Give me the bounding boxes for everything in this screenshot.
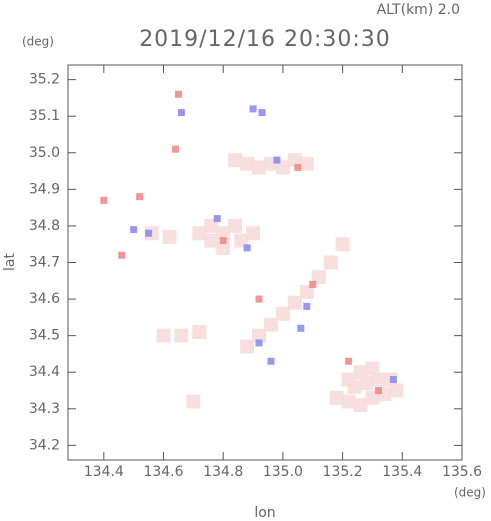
data-cell	[263, 317, 278, 332]
data-cell	[303, 302, 311, 310]
data-cell	[323, 255, 338, 270]
data-cell	[204, 233, 219, 248]
chart-title: 2019/12/16 20:30:30	[139, 27, 391, 52]
data-cell	[309, 280, 317, 288]
data-cell	[353, 398, 368, 413]
data-cell	[252, 160, 267, 175]
data-cell	[252, 328, 267, 343]
data-cell	[294, 163, 302, 171]
data-cell	[329, 390, 344, 405]
data-cell	[240, 339, 255, 354]
subtitle: ALT(km) 2.0	[377, 2, 460, 18]
data-cell	[228, 218, 243, 233]
data-cell	[145, 229, 153, 237]
data-cell	[287, 295, 302, 310]
data-cell	[174, 328, 189, 343]
data-cell	[249, 105, 257, 113]
data-cell	[374, 387, 382, 395]
y-tick-label: 35.0	[29, 145, 60, 161]
y-tick-label: 34.7	[29, 255, 60, 271]
data-cell	[186, 394, 201, 409]
y-tick-label: 34.5	[29, 328, 60, 344]
y-tick-label: 34.3	[29, 401, 60, 417]
data-cell	[234, 233, 249, 248]
y-tick-label: 34.2	[29, 437, 60, 453]
data-cell	[353, 365, 368, 380]
data-cell	[219, 237, 227, 245]
data-cell	[389, 383, 404, 398]
x-tick-label: 135.6	[442, 464, 482, 480]
x-tick-label: 134.6	[143, 464, 183, 480]
data-cell	[275, 306, 290, 321]
data-cell	[297, 324, 305, 332]
data-cell	[299, 284, 314, 299]
x-unit: (deg)	[454, 486, 486, 500]
data-cell	[389, 376, 397, 384]
data-cell	[255, 295, 263, 303]
data-cell	[192, 226, 207, 241]
data-cell	[228, 153, 243, 168]
x-tick-label: 134.4	[84, 464, 124, 480]
data-cell	[287, 153, 302, 168]
data-cell	[299, 156, 314, 171]
data-cell	[174, 90, 182, 98]
data-cell	[162, 229, 177, 244]
data-cell	[216, 240, 231, 255]
data-cell	[213, 215, 221, 223]
x-axis-label: lon	[254, 505, 275, 521]
y-tick-label: 34.8	[29, 218, 60, 234]
data-cell	[204, 218, 219, 233]
data-cell	[100, 196, 108, 204]
y-axis-label: lat	[2, 253, 18, 271]
data-cell	[311, 270, 326, 285]
data-cell	[273, 156, 281, 164]
y-unit: (deg)	[22, 35, 54, 49]
x-tick-label: 135.0	[263, 464, 303, 480]
data-cell	[192, 324, 207, 339]
data-cell	[177, 109, 185, 117]
y-tick-label: 34.9	[29, 181, 60, 197]
data-cell	[371, 372, 386, 387]
data-cell	[118, 251, 126, 259]
data-cell	[130, 226, 138, 234]
data-cell	[365, 361, 380, 376]
data-cell	[341, 372, 356, 387]
plot-frame	[67, 64, 463, 461]
x-tick-label: 134.8	[203, 464, 243, 480]
data-cell	[341, 394, 356, 409]
data-cell	[246, 226, 261, 241]
data-cell	[136, 193, 144, 201]
data-cell	[267, 357, 275, 365]
y-tick-label: 35.2	[29, 72, 60, 88]
data-cell	[216, 226, 231, 241]
data-cell	[156, 328, 171, 343]
data-cell	[345, 357, 353, 365]
data-cell	[258, 109, 266, 117]
x-tick-label: 135.4	[382, 464, 422, 480]
x-tick-label: 135.2	[323, 464, 363, 480]
data-cell	[255, 339, 263, 347]
data-cell	[171, 145, 179, 153]
y-tick-label: 35.1	[29, 108, 60, 124]
y-tick-label: 34.6	[29, 291, 60, 307]
data-cell	[243, 244, 251, 252]
data-cell	[275, 160, 290, 175]
data-cell	[335, 237, 350, 252]
data-cell	[365, 390, 380, 405]
data-cell	[359, 376, 374, 391]
y-tick-label: 34.4	[29, 364, 60, 380]
data-cell	[240, 156, 255, 171]
